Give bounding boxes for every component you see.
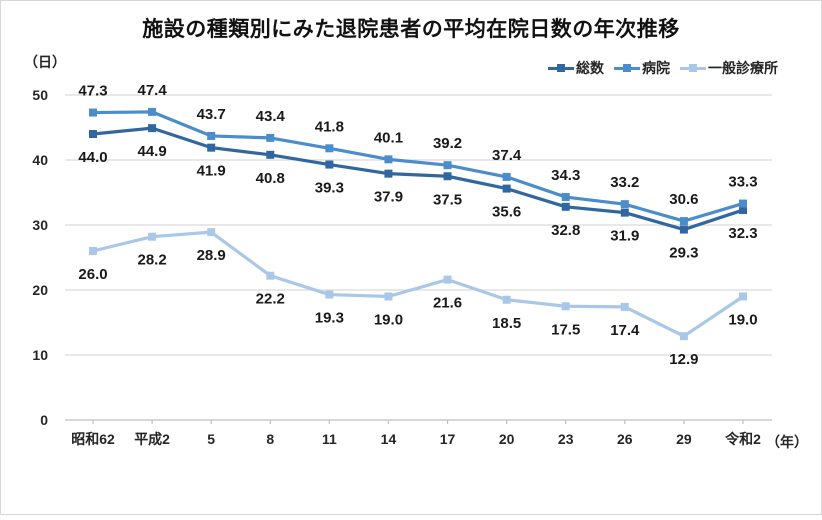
svg-text:19.0: 19.0	[374, 312, 403, 329]
svg-text:37.9: 37.9	[374, 189, 403, 206]
svg-text:19.3: 19.3	[315, 310, 344, 327]
svg-text:29: 29	[676, 431, 692, 447]
line-marker-icon	[680, 60, 706, 76]
svg-text:47.4: 47.4	[137, 82, 167, 99]
svg-text:0: 0	[40, 412, 48, 428]
svg-text:26.0: 26.0	[78, 266, 107, 283]
svg-text:11: 11	[322, 431, 337, 447]
svg-text:17.5: 17.5	[551, 321, 580, 338]
legend-label: 一般診療所	[708, 60, 778, 76]
legend-item-shinryoujo: 一般診療所	[680, 60, 778, 76]
svg-text:44.9: 44.9	[137, 143, 166, 160]
svg-text:30.6: 30.6	[669, 191, 698, 208]
chart-legend: 総数 病院 一般診療所	[548, 60, 778, 76]
chart-title: 施設の種類別にみた退院患者の平均在院日数の年次推移	[142, 18, 680, 41]
svg-text:18.5: 18.5	[492, 315, 521, 332]
svg-text:20: 20	[499, 431, 515, 447]
svg-text:31.9: 31.9	[610, 228, 639, 245]
svg-text:19.0: 19.0	[728, 312, 757, 329]
svg-text:32.8: 32.8	[551, 222, 580, 239]
svg-text:41.8: 41.8	[315, 118, 344, 135]
x-axis-unit-label: （年）	[766, 434, 808, 450]
svg-text:43.7: 43.7	[197, 106, 226, 123]
svg-text:50: 50	[32, 87, 48, 103]
svg-text:17: 17	[440, 431, 456, 447]
svg-text:21.6: 21.6	[433, 295, 462, 312]
line-marker-icon	[548, 60, 574, 76]
svg-text:5: 5	[207, 431, 215, 447]
legend-item-soosuu: 総数	[548, 60, 604, 76]
svg-text:22.2: 22.2	[256, 291, 285, 308]
svg-text:41.9: 41.9	[197, 163, 226, 180]
svg-text:39.2: 39.2	[433, 135, 462, 152]
svg-text:37.4: 37.4	[492, 147, 522, 164]
legend-item-byouin: 病院	[614, 60, 670, 76]
svg-text:26: 26	[617, 431, 633, 447]
svg-text:37.5: 37.5	[433, 191, 462, 208]
svg-text:40.8: 40.8	[256, 170, 285, 187]
svg-text:33.2: 33.2	[610, 174, 639, 191]
svg-text:昭和62: 昭和62	[71, 431, 115, 447]
svg-text:34.3: 34.3	[551, 167, 580, 184]
svg-text:10: 10	[32, 347, 48, 363]
svg-text:17.4: 17.4	[610, 322, 640, 339]
svg-text:平成2: 平成2	[134, 431, 170, 447]
svg-text:43.4: 43.4	[256, 108, 286, 125]
svg-text:14: 14	[381, 431, 397, 447]
svg-text:30: 30	[32, 217, 48, 233]
svg-text:40: 40	[32, 152, 48, 168]
y-axis-unit-label: （日）	[24, 54, 66, 70]
svg-text:35.6: 35.6	[492, 204, 521, 221]
svg-text:28.2: 28.2	[137, 252, 166, 269]
line-marker-icon	[614, 60, 640, 76]
svg-text:39.3: 39.3	[315, 180, 344, 197]
svg-text:20: 20	[32, 282, 48, 298]
svg-text:28.9: 28.9	[197, 247, 226, 264]
svg-text:44.0: 44.0	[78, 149, 107, 166]
svg-text:令和2: 令和2	[724, 431, 761, 447]
svg-text:47.3: 47.3	[78, 83, 107, 100]
legend-label: 総数	[576, 60, 604, 76]
legend-label: 病院	[642, 60, 670, 76]
svg-text:33.3: 33.3	[728, 174, 757, 191]
svg-text:12.9: 12.9	[669, 351, 698, 368]
svg-text:40.1: 40.1	[374, 129, 403, 146]
svg-text:29.3: 29.3	[669, 245, 698, 262]
svg-text:32.3: 32.3	[728, 225, 757, 242]
svg-text:8: 8	[266, 431, 274, 447]
svg-text:23: 23	[558, 431, 574, 447]
